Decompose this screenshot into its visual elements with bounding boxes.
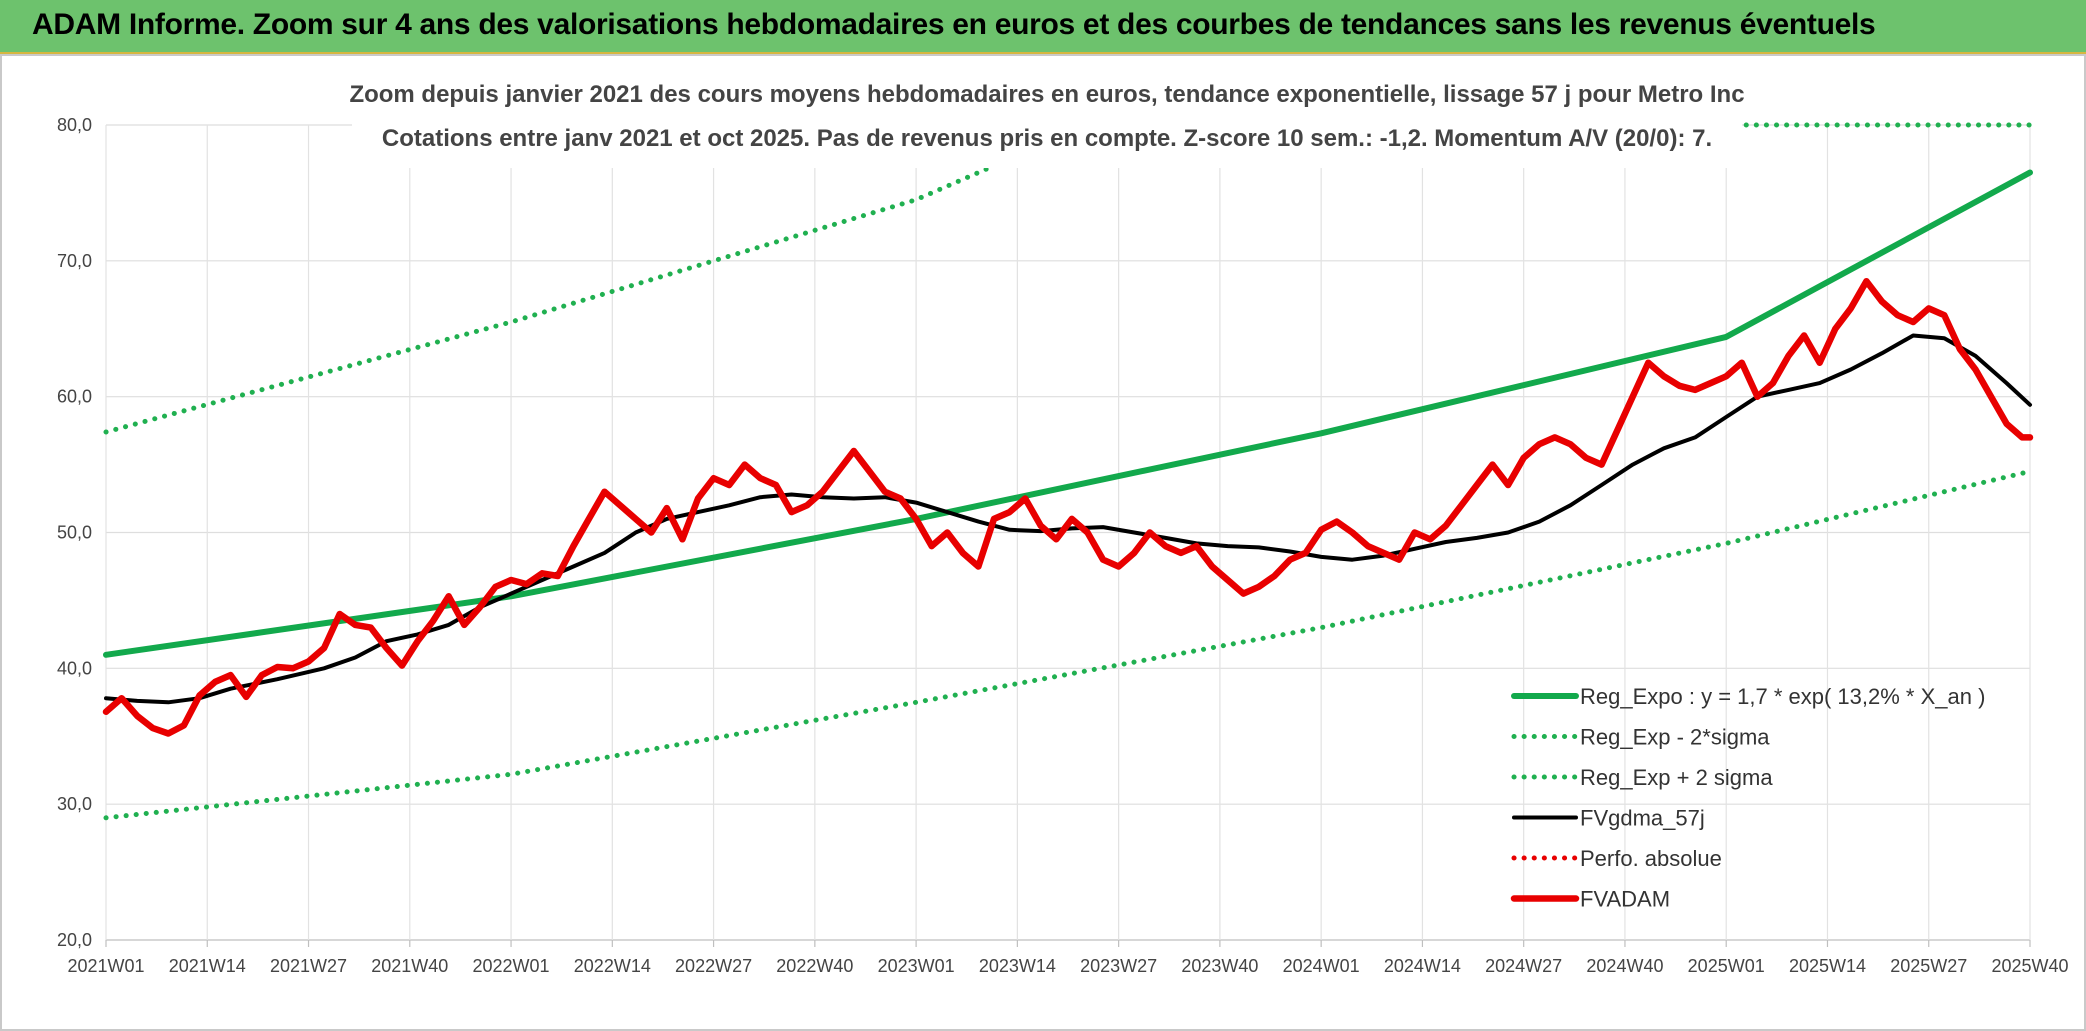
x-tick-label: 2023W40	[1181, 956, 1258, 976]
legend-label: FVgdma_57j	[1580, 806, 1705, 831]
x-tick-label: 2024W27	[1485, 956, 1562, 976]
legend-label: Reg_Expo : y = 1,7 * exp( 13,2% * X_an )	[1580, 684, 1985, 709]
x-tick-label: 2022W01	[473, 956, 550, 976]
grid	[105, 124, 2031, 947]
series-line-1	[103, 468, 2033, 821]
y-tick-label: 70,0	[57, 251, 92, 271]
x-tick-label: 2022W40	[776, 956, 853, 976]
y-tick-label: 80,0	[57, 115, 92, 135]
legend-label: Reg_Exp + 2 sigma	[1580, 765, 1773, 790]
y-tick-label: 60,0	[57, 387, 92, 407]
legend-label: FVADAM	[1580, 887, 1670, 912]
x-tick-label: 2022W14	[574, 956, 651, 976]
x-axis: 2021W01 2021W14 2021W27 2021W40 2022W01 2022W…	[67, 956, 2068, 976]
y-tick-label: 40,0	[57, 658, 92, 678]
series-group	[102, 122, 2034, 821]
x-tick-label: 2023W27	[1080, 956, 1157, 976]
x-tick-label: 2025W27	[1890, 956, 1967, 976]
x-tick-label: 2024W01	[1283, 956, 1360, 976]
x-tick-label: 2021W01	[67, 956, 144, 976]
series-line-2	[103, 122, 2033, 435]
x-tick-label: 2024W40	[1586, 956, 1663, 976]
chart-frame: 20,0 30,0 40,0 50,0 60,0 70,0 80,0 2021W01 2021…	[0, 54, 2086, 1031]
x-tick-label: 2021W27	[270, 956, 347, 976]
legend-label: Reg_Exp - 2*sigma	[1580, 725, 1770, 750]
x-tick-label: 2025W01	[1688, 956, 1765, 976]
x-tick-label: 2025W14	[1789, 956, 1866, 976]
line-chart: 20,030,040,050,060,070,080,0 2021W01 2021…	[57, 58, 2069, 976]
x-tick-label: 2023W01	[878, 956, 955, 976]
legend: Reg_Expo : y = 1,7 * exp( 13,2% * X_an )…	[1510, 684, 1985, 912]
chart-titles: Zoom depuis janvier 2021 des cours moyen…	[349, 58, 1745, 168]
x-tick-label: 2023W14	[979, 956, 1056, 976]
x-tick-label: 2021W40	[371, 956, 448, 976]
series-line-5	[102, 277, 2034, 737]
legend-label: Perfo. absolue	[1580, 846, 1722, 871]
report-title: ADAM Informe. Zoom sur 4 ans des valoris…	[32, 8, 1876, 41]
x-tick-label: 2024W14	[1384, 956, 1461, 976]
title-backdrop	[352, 58, 1742, 168]
x-tick-label: 2021W14	[169, 956, 246, 976]
x-tick-label: 2022W27	[675, 956, 752, 976]
y-tick-label: 30,0	[57, 794, 92, 814]
series-line-0	[103, 169, 2033, 658]
series-line-3	[104, 333, 2032, 705]
x-tick-label: 2025W40	[1991, 956, 2068, 976]
chart-subtitle: Cotations entre janv 2021 et oct 2025. P…	[382, 125, 1712, 152]
report-header: ADAM Informe. Zoom sur 4 ans des valoris…	[0, 0, 2086, 54]
y-tick-label: 20,0	[57, 930, 92, 950]
y-axis: 20,0 30,0 40,0 50,0 60,0 70,0 80,0	[57, 115, 92, 950]
y-tick-label: 50,0	[57, 523, 92, 543]
chart-title: Zoom depuis janvier 2021 des cours moyen…	[349, 81, 1744, 108]
